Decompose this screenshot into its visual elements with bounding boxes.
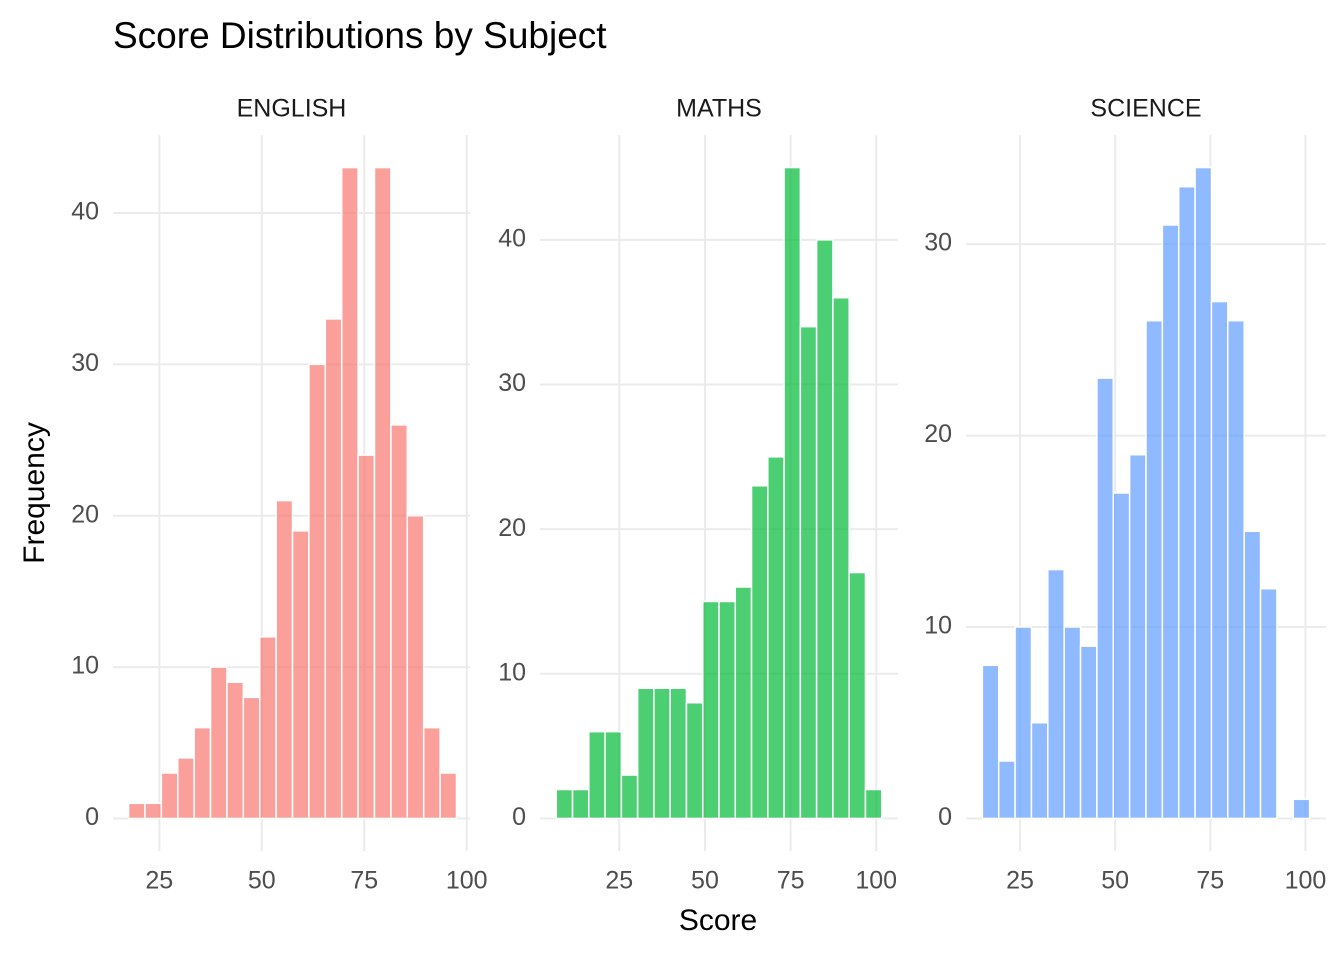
y-tick-label: 30 — [71, 349, 99, 377]
bar — [864, 788, 883, 820]
bar — [636, 687, 655, 820]
y-tick-label: 10 — [498, 658, 526, 686]
bar — [340, 166, 359, 820]
y-tick-label: 20 — [498, 514, 526, 542]
bar — [1243, 530, 1262, 820]
y-tick-label: 40 — [498, 224, 526, 252]
bar — [1145, 319, 1164, 820]
x-tick-label: 50 — [1101, 867, 1129, 895]
bar — [406, 514, 425, 820]
x-tick-label: 25 — [1006, 867, 1034, 895]
bar — [357, 454, 376, 820]
y-tick-label: 30 — [924, 229, 952, 257]
y-tick-label: 0 — [938, 803, 952, 831]
bar — [750, 485, 769, 820]
bar — [799, 325, 818, 820]
bar — [1112, 492, 1131, 820]
bar — [160, 772, 179, 820]
x-axis-label: Score — [679, 904, 757, 937]
bar — [1047, 568, 1065, 820]
bar — [767, 456, 785, 820]
bar — [373, 166, 392, 820]
y-tick-label: 30 — [498, 369, 526, 397]
bar — [718, 600, 737, 820]
y-axis-label: Frequency — [18, 422, 51, 564]
x-tick-label: 100 — [855, 867, 897, 895]
bar — [127, 802, 146, 820]
bar — [275, 499, 294, 820]
bar — [783, 166, 802, 820]
bar — [685, 701, 704, 820]
bar — [571, 788, 590, 820]
bar — [258, 636, 277, 820]
bar — [1259, 587, 1278, 820]
bar — [734, 586, 753, 820]
x-tick-label: 100 — [446, 867, 488, 895]
x-tick-label: 75 — [350, 867, 378, 895]
bar — [997, 760, 1016, 820]
bar — [422, 726, 441, 820]
y-tick-label: 20 — [924, 420, 952, 448]
bar — [144, 802, 163, 820]
x-tick-label: 75 — [777, 867, 805, 895]
bar — [1096, 377, 1115, 820]
bar — [1194, 166, 1213, 820]
bar — [1128, 453, 1147, 820]
facet-title: MATHS — [676, 95, 762, 123]
bar — [848, 571, 867, 820]
bar — [588, 730, 606, 820]
x-tick-label: 50 — [248, 867, 276, 895]
bar — [209, 666, 228, 820]
chart-title: Score Distributions by Subject — [113, 15, 607, 56]
y-tick-label: 40 — [71, 198, 99, 226]
bar — [390, 424, 409, 820]
bar — [1177, 185, 1196, 820]
facet-title: SCIENCE — [1090, 95, 1201, 123]
bar — [669, 687, 688, 820]
bar — [291, 530, 310, 820]
bar — [620, 774, 639, 820]
y-tick-label: 0 — [512, 803, 526, 831]
bar — [815, 239, 834, 820]
y-tick-label: 10 — [924, 612, 952, 640]
bar — [1227, 319, 1245, 820]
bar — [555, 788, 574, 820]
y-tick-label: 20 — [71, 500, 99, 528]
bar — [242, 696, 261, 820]
x-tick-label: 100 — [1285, 867, 1327, 895]
bar — [832, 296, 850, 820]
bar — [1161, 224, 1180, 820]
x-tick-label: 75 — [1196, 867, 1224, 895]
bar — [604, 730, 623, 820]
bar — [226, 681, 245, 820]
y-tick-label: 10 — [71, 652, 99, 680]
bar — [1030, 721, 1049, 820]
bar — [653, 687, 671, 820]
bar — [981, 664, 1000, 820]
bar — [308, 363, 327, 820]
bar — [1079, 645, 1098, 820]
bar — [439, 772, 458, 820]
bar — [193, 726, 212, 820]
bar — [1063, 626, 1082, 820]
bar — [177, 757, 195, 820]
x-tick-label: 25 — [605, 867, 633, 895]
bar — [324, 318, 343, 820]
bar — [1292, 798, 1311, 820]
x-tick-label: 50 — [691, 867, 719, 895]
bar — [1014, 626, 1033, 820]
x-tick-label: 25 — [145, 867, 173, 895]
facet-title: ENGLISH — [237, 95, 347, 123]
bar — [701, 600, 720, 820]
bar — [1210, 300, 1229, 820]
y-tick-label: 0 — [85, 803, 99, 831]
